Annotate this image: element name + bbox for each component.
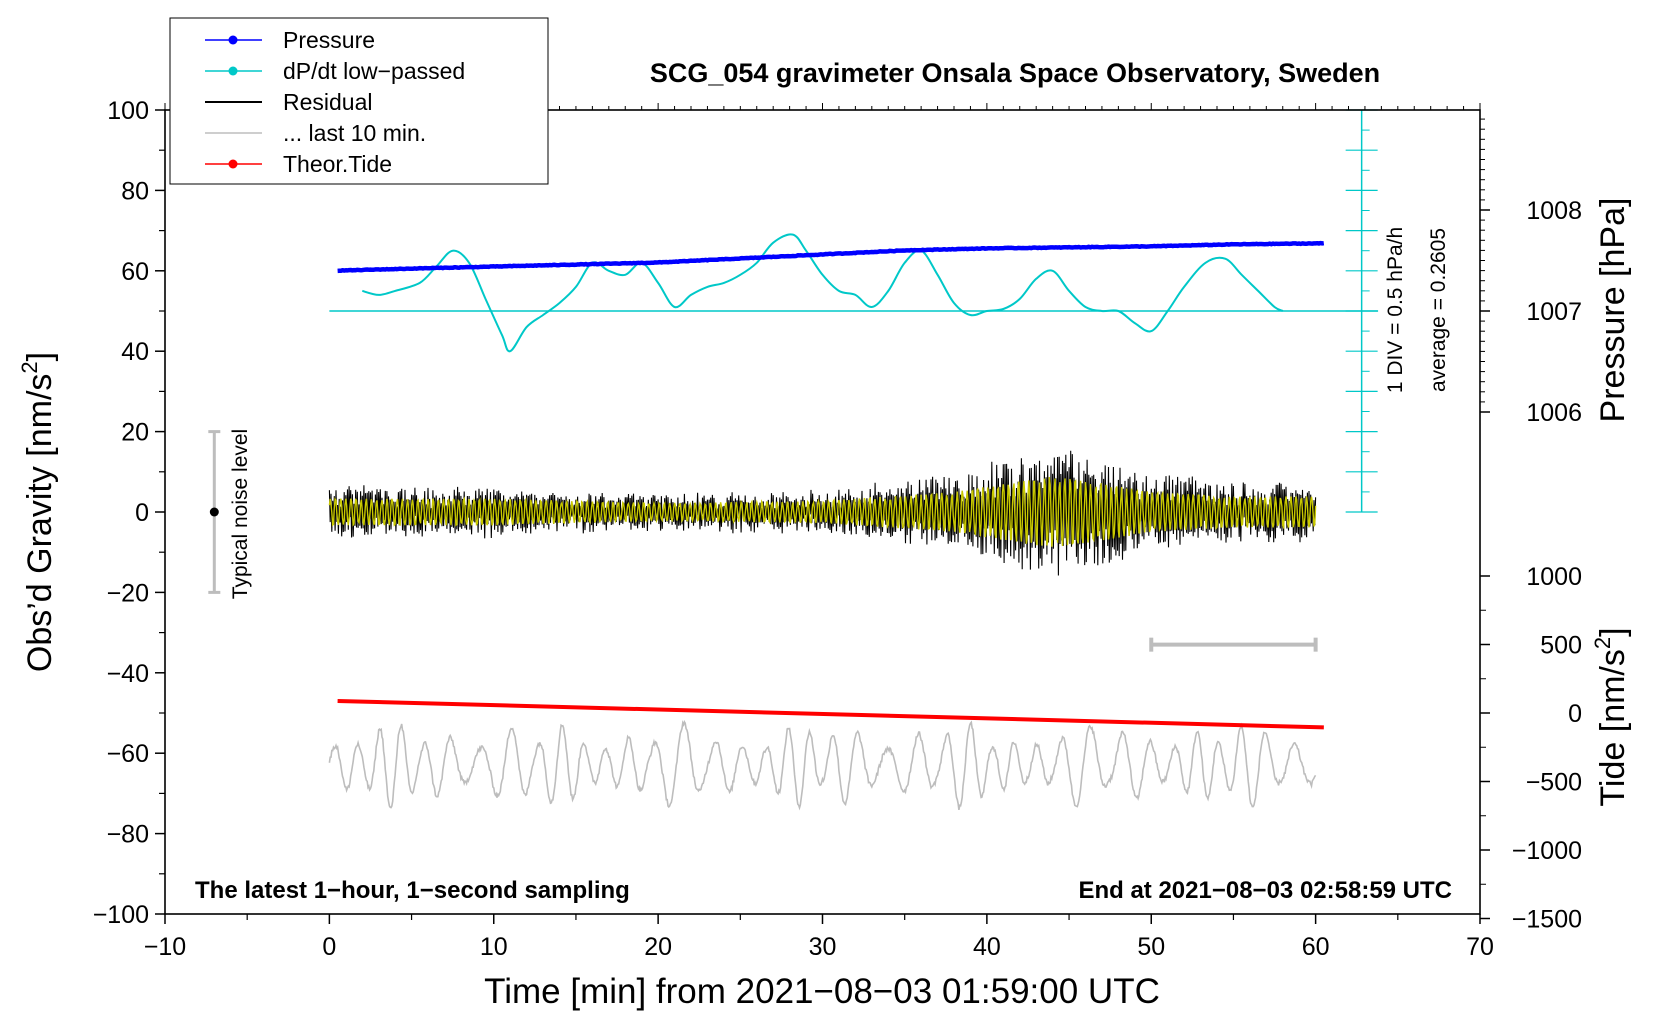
legend-label: Residual — [283, 89, 373, 115]
y-axis-label-gravity: Obs’d Gravity [nm/s2] — [17, 352, 59, 672]
dpdt-lowpass-line — [362, 233, 1284, 353]
noise-level-dot — [209, 507, 219, 517]
x-tick-label: 30 — [809, 933, 837, 961]
x-tick-label: 50 — [1137, 933, 1165, 961]
x-tick-label: 10 — [480, 933, 508, 961]
y-tick-label: −80 — [107, 821, 149, 849]
y-axis-label-gravity-sup: 2 — [17, 361, 42, 373]
pressure-line — [336, 240, 1325, 274]
x-tick-label: 60 — [1302, 933, 1330, 961]
theor-tide-line — [337, 698, 1324, 730]
pressure-tick-label: 1007 — [1526, 298, 1582, 326]
tide-tick-label: 1000 — [1526, 563, 1582, 591]
dp-average-label: average = 0.2605 — [1427, 228, 1450, 392]
y-axis-label-gravity-main: Obs’d Gravity [nm/s — [21, 374, 59, 673]
axes-layer: −10 0 10 20 30 40 50 60 70−100−80−60−40−20020406… — [93, 97, 1582, 961]
y-tick-label: −100 — [93, 901, 149, 929]
y-tick-label: −20 — [107, 579, 149, 607]
legend-label: dP/dt low−passed — [283, 58, 465, 84]
x-tick-label: 70 — [1466, 933, 1494, 961]
y-axis-label-pressure: Pressure [hPa] — [1594, 198, 1632, 423]
x-tick-label: 40 — [973, 933, 1001, 961]
y-axis-label-tide-main: Tide [nm/s — [1594, 649, 1632, 806]
data-layer — [208, 109, 1379, 811]
y-tick-label: 60 — [121, 258, 149, 286]
y-tick-label: −40 — [107, 660, 149, 688]
tide-tick-label: 0 — [1568, 700, 1582, 728]
legend: Pressure dP/dt low−passed Residual ... last… — [169, 17, 549, 185]
y-tick-label: 100 — [107, 97, 149, 125]
noise-level-label: Typical noise level — [229, 429, 252, 599]
y-tick-label: 40 — [121, 338, 149, 366]
legend-items: Pressure dP/dt low−passed Residual ... last… — [205, 27, 465, 177]
y-axis-label-tide: Tide [nm/s2] — [1590, 627, 1632, 806]
x-tick-label: 0 — [322, 933, 336, 961]
legend-swatch-marker — [228, 35, 238, 45]
legend-label: Theor.Tide — [283, 151, 392, 177]
pressure-tick-label: 1008 — [1526, 197, 1582, 225]
x-tick-label: −10 — [144, 933, 186, 961]
legend-label: Pressure — [283, 27, 375, 53]
tide-tick-label: −1500 — [1512, 906, 1582, 934]
y-tick-label: 20 — [121, 419, 149, 447]
tide-tick-label: −1000 — [1512, 837, 1582, 865]
pressure-tick-label: 1006 — [1526, 399, 1582, 427]
bottom-right-note: End at 2021−08−03 02:58:59 UTC — [1078, 877, 1452, 904]
legend-swatch-marker — [228, 159, 238, 169]
last-10-min-line — [328, 719, 1317, 811]
y-tick-label: −60 — [107, 740, 149, 768]
x-axis-label: Time [min] from 2021−08−03 01:59:00 UTC — [484, 972, 1160, 1011]
bottom-left-note: The latest 1−hour, 1−second sampling — [195, 877, 630, 904]
chart-title: SCG_054 gravimeter Onsala Space Observat… — [650, 58, 1380, 88]
y-tick-label: 80 — [121, 177, 149, 205]
tide-tick-label: −500 — [1526, 769, 1582, 797]
y-axis-label-tide-sup: 2 — [1590, 637, 1615, 649]
y-axis-label-tide-end: ] — [1594, 627, 1632, 636]
tide-tick-label: 500 — [1540, 632, 1582, 660]
dp-scale-label: 1 DIV = 0.5 hPa/h — [1384, 227, 1407, 393]
y-tick-label: 0 — [135, 499, 149, 527]
legend-label: ... last 10 min. — [283, 120, 426, 146]
residual-lowpass-line — [328, 477, 1317, 547]
y-axis-label-gravity-end: ] — [21, 352, 59, 361]
legend-swatch-marker — [228, 66, 238, 76]
x-tick-label: 20 — [644, 933, 672, 961]
